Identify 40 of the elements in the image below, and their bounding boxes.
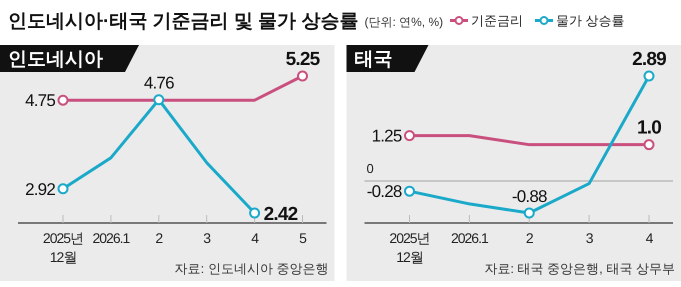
data-label: 2.42: [264, 204, 298, 225]
data-label: 2.89: [632, 49, 666, 70]
text: 인도네시아·태국 기준금리 및 물가 상승률: [8, 11, 358, 32]
point: [644, 139, 654, 150]
data-label: 4.75: [25, 91, 56, 110]
legend-label: 물가 상승률: [556, 13, 625, 28]
data-label: 4.76: [144, 74, 174, 93]
ref-line-label: 0: [366, 161, 374, 176]
x-tick-label: 3: [203, 230, 212, 246]
point: [404, 130, 415, 142]
point: [644, 70, 654, 82]
text: 자료: 인도네시아 중앙은행: [174, 261, 328, 276]
x-tick-label: 2: [155, 230, 164, 246]
point: [153, 94, 164, 106]
point: [249, 208, 260, 218]
x-tick-label: 2: [526, 230, 534, 246]
data-label: 1.0: [636, 118, 662, 139]
x-tick-label: 4: [251, 230, 260, 246]
chart-title: 태국: [354, 49, 392, 70]
data-label: 5.25: [286, 49, 321, 70]
data-label: 2.92: [25, 180, 56, 199]
point: [58, 183, 68, 194]
chart-title: 인도네시아: [8, 49, 103, 70]
point: [297, 70, 308, 82]
x-tick-label: 2026.1: [92, 230, 131, 246]
x-tick-label: 4: [646, 230, 654, 246]
x-tick-label: 2025년 12월: [389, 230, 430, 265]
point: [404, 186, 415, 197]
data-label: -0.88: [512, 187, 547, 206]
x-tick-label: 3: [586, 230, 594, 246]
data-label: -0.28: [366, 182, 402, 202]
legend-label: 기준금리: [471, 13, 523, 28]
data-label: 1.25: [372, 126, 402, 146]
point: [58, 94, 68, 106]
x-tick-label: 2025년 12월: [42, 230, 84, 265]
text: 자료: 태국 중앙은행, 태국 상무부: [484, 261, 675, 276]
point: [524, 208, 535, 218]
x-tick-label: 5: [299, 230, 308, 246]
x-tick-label: 2026.1: [450, 230, 489, 246]
text: (단위: 연%, %): [364, 15, 444, 29]
